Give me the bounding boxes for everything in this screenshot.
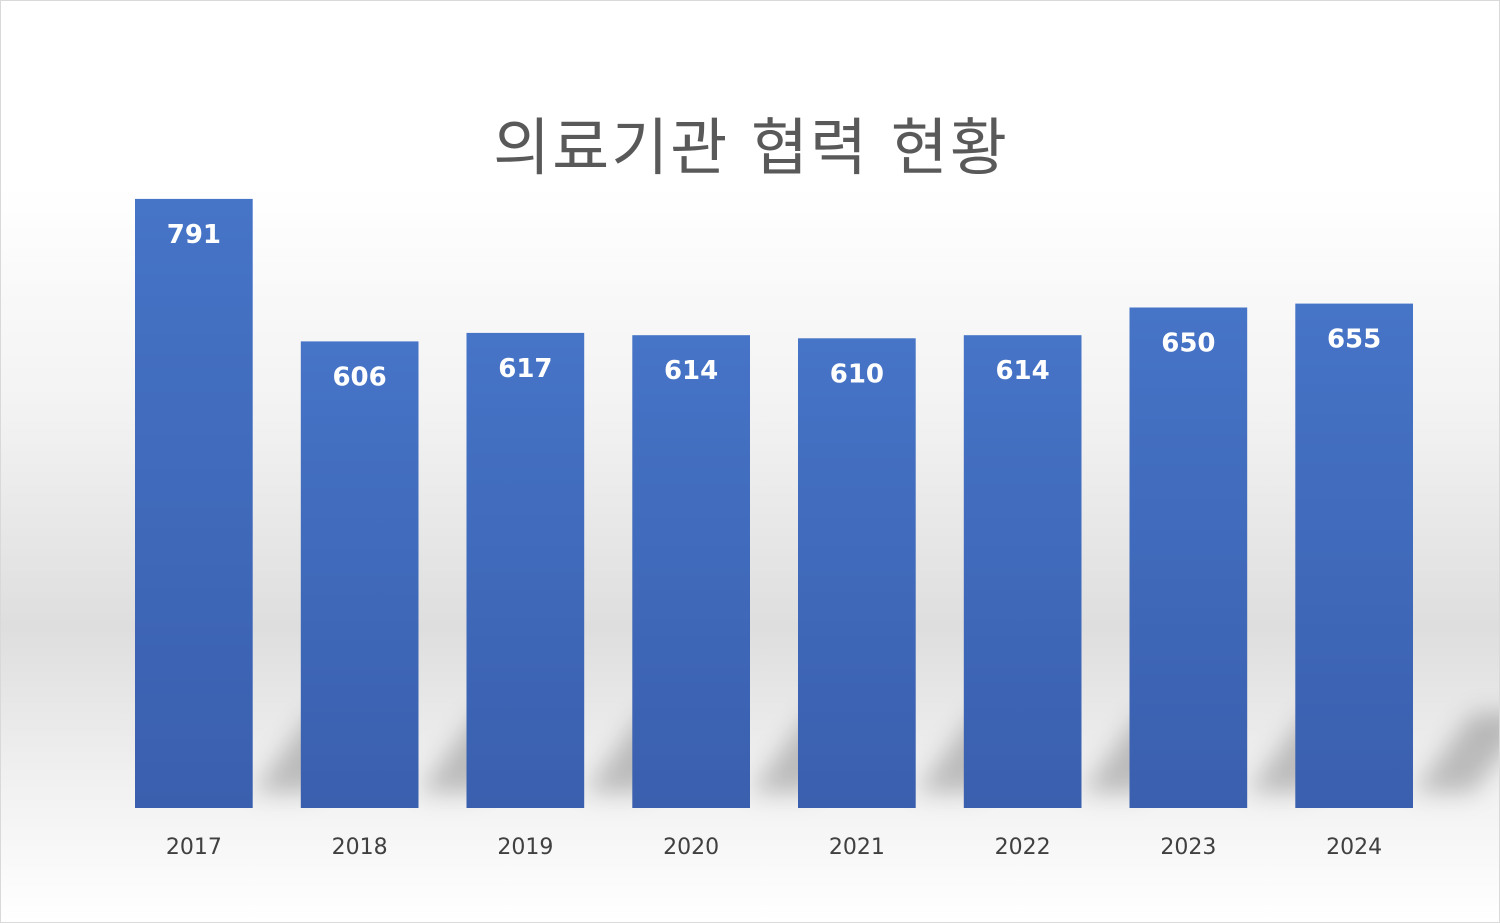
- bar-2024: [1295, 303, 1413, 808]
- bar-2021: [798, 338, 916, 808]
- bar-2023: [1129, 307, 1248, 808]
- bar-2018: [300, 341, 419, 808]
- x-tick-label-2020: 2020: [663, 835, 719, 860]
- data-label-2023: 650: [1161, 329, 1215, 359]
- data-label-2017: 791: [167, 220, 221, 250]
- x-tick-label-2024: 2024: [1326, 835, 1382, 860]
- data-label-2019: 617: [498, 354, 552, 384]
- bar-2017: [135, 198, 253, 808]
- x-tick-label-2019: 2019: [497, 835, 553, 860]
- bar-2022: [963, 335, 1082, 808]
- x-tick-label-2017: 2017: [166, 835, 222, 860]
- data-label-2021: 610: [830, 359, 884, 389]
- bar-2019: [466, 332, 585, 808]
- chart-title: 의료기관 협력 현황: [493, 111, 1009, 184]
- bar-2020: [632, 335, 750, 808]
- bar-shadow-2024: [1412, 713, 1499, 793]
- x-tick-label-2023: 2023: [1160, 835, 1216, 860]
- data-label-2020: 614: [664, 356, 718, 386]
- data-label-2022: 614: [995, 356, 1049, 386]
- data-label-2024: 655: [1327, 325, 1381, 355]
- x-tick-label-2021: 2021: [829, 835, 885, 860]
- x-tick-label-2018: 2018: [332, 835, 388, 860]
- x-tick-label-2022: 2022: [995, 835, 1051, 860]
- data-label-2018: 606: [332, 362, 386, 392]
